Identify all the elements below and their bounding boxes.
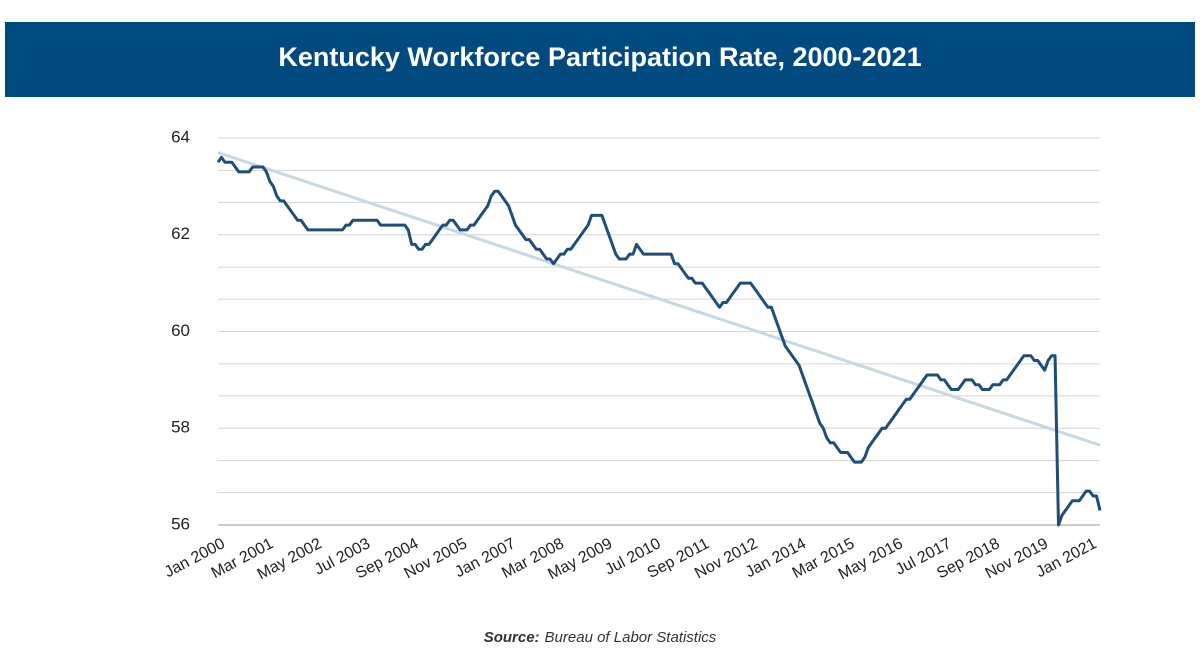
y-tick-label: 56 — [171, 514, 190, 533]
title-bar — [5, 22, 1195, 97]
source: Source: Bureau of Labor Statistics — [484, 629, 717, 646]
chart-title: Kentucky Workforce Participation Rate, 2… — [278, 42, 921, 72]
source-label: Source: — [484, 629, 540, 646]
trendline — [217, 151, 1101, 447]
y-tick-label: 60 — [171, 321, 190, 340]
source-text: Bureau of Labor Statistics — [545, 629, 717, 646]
y-tick-label: 64 — [171, 127, 190, 146]
y-tick-label: 62 — [171, 224, 190, 243]
data-line — [216, 155, 1102, 527]
y-tick-label: 58 — [171, 418, 190, 437]
